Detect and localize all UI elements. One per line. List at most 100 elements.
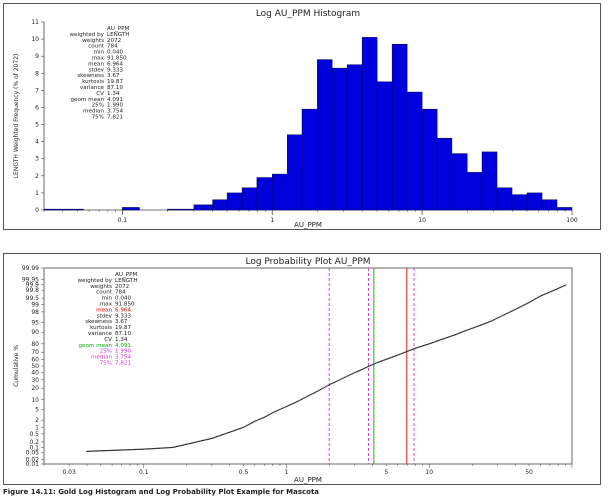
probability-data-point [483, 323, 485, 325]
probability-data-point [192, 442, 194, 444]
probability-data-point [168, 447, 170, 449]
probability-data-point [420, 345, 422, 347]
probability-data-point [99, 450, 101, 452]
probability-data-point [493, 318, 496, 321]
probability-data-point [107, 449, 109, 452]
histogram-stat-label: weights [82, 38, 104, 44]
probability-data-point [505, 313, 507, 315]
probability-data-point [211, 437, 213, 440]
probability-data-point [106, 449, 108, 452]
probability-data-point [348, 374, 351, 376]
probability-data-point [434, 341, 436, 343]
probability-data-point [490, 320, 492, 322]
histogram-bar [376, 81, 393, 211]
probability-data-point [181, 444, 183, 446]
probability-data-point [426, 343, 428, 346]
probability-data-point [466, 329, 468, 331]
probability-data-point [463, 330, 466, 332]
probability-data-point [425, 344, 427, 346]
probability-data-point [401, 352, 403, 354]
probability-data-point [148, 448, 150, 450]
probability-data-point [555, 288, 558, 290]
histogram-bar [421, 108, 438, 211]
probability-y-tick-label: 95 [31, 320, 39, 327]
probability-data-point [263, 416, 266, 418]
histogram-stat-value: 91.850 [107, 56, 127, 62]
probability-data-point [200, 440, 202, 442]
probability-data-point [441, 338, 443, 340]
probability-data-point [523, 304, 526, 306]
probability-data-point [256, 419, 258, 421]
probability-data-point [144, 448, 146, 450]
probability-data-point [262, 417, 264, 419]
probability-data-point [535, 298, 537, 300]
histogram-stat-label: 25% [92, 103, 104, 109]
probability-data-point [117, 449, 119, 451]
probability-data-point [369, 364, 372, 367]
probability-data-point [155, 447, 157, 450]
probability-stat-value: 7.821 [115, 361, 131, 367]
probability-data-point [245, 425, 247, 427]
probability-data-point [178, 445, 180, 447]
probability-data-point [220, 434, 222, 436]
histogram-x-tick-label: 10 [418, 217, 426, 224]
probability-data-point [365, 367, 367, 369]
probability-data-point [113, 449, 115, 451]
probability-data-point [372, 363, 374, 365]
probability-data-point [161, 447, 163, 449]
probability-data-point [445, 337, 447, 339]
probability-data-point [281, 407, 284, 409]
probability-data-point [120, 449, 122, 451]
probability-data-point [345, 376, 347, 378]
probability-data-point [230, 431, 232, 433]
probability-data-point [199, 440, 201, 442]
probability-y-tick-label: 0.1 [29, 444, 39, 451]
histogram-bar [43, 208, 84, 211]
probability-data-point [495, 318, 497, 320]
probability-data-point [511, 310, 513, 312]
probability-data-point [179, 445, 181, 447]
probability-data-point [180, 444, 182, 447]
probability-data-point [524, 303, 527, 305]
probability-data-point [203, 439, 205, 441]
probability-data-point [323, 386, 325, 389]
probability-data-point [167, 447, 169, 449]
probability-data-point [367, 365, 369, 368]
probability-stat-label: 75% [100, 361, 112, 367]
probability-y-tick-label: 70 [31, 349, 39, 356]
histogram-y-tick-label: 8 [35, 70, 39, 77]
probability-data-point [110, 449, 112, 452]
probability-data-point [335, 381, 337, 383]
probability-data-point [400, 353, 402, 355]
probability-stat-value: 1.34 [115, 337, 128, 343]
probability-data-point [251, 421, 254, 424]
histogram-title: Log AU_PPM Histogram [256, 9, 360, 19]
probability-data-point [272, 412, 274, 414]
probability-data-point [247, 424, 249, 426]
probability-data-point [512, 310, 514, 312]
probability-data-point [350, 373, 352, 376]
probability-data-point [394, 355, 396, 357]
histogram-stat-value: 784 [107, 44, 118, 50]
probability-data-point [496, 317, 498, 319]
histogram-bar [541, 199, 558, 211]
probability-data-point [218, 435, 220, 437]
probability-data-point [172, 446, 174, 449]
probability-y-tick-label: 5 [35, 406, 39, 413]
probability-data-point [522, 304, 524, 307]
probability-data-point [104, 450, 106, 452]
probability-data-point [226, 432, 228, 434]
probability-stat-label: stdev [97, 313, 113, 319]
probability-data-point [408, 349, 411, 352]
probability-y-tick-label: 0.05 [26, 450, 40, 457]
probability-data-point [456, 333, 458, 335]
probability-y-tick-label: 10 [31, 397, 39, 404]
probability-data-point [489, 321, 491, 323]
histogram-stat-value: 4.091 [107, 97, 123, 103]
probability-data-point [377, 361, 379, 363]
probability-data-point [92, 450, 94, 452]
histogram-bar [361, 37, 378, 211]
probability-data-point [333, 381, 336, 383]
histogram-bar [301, 108, 318, 211]
probability-y-tick-label: 0.5 [29, 431, 39, 438]
